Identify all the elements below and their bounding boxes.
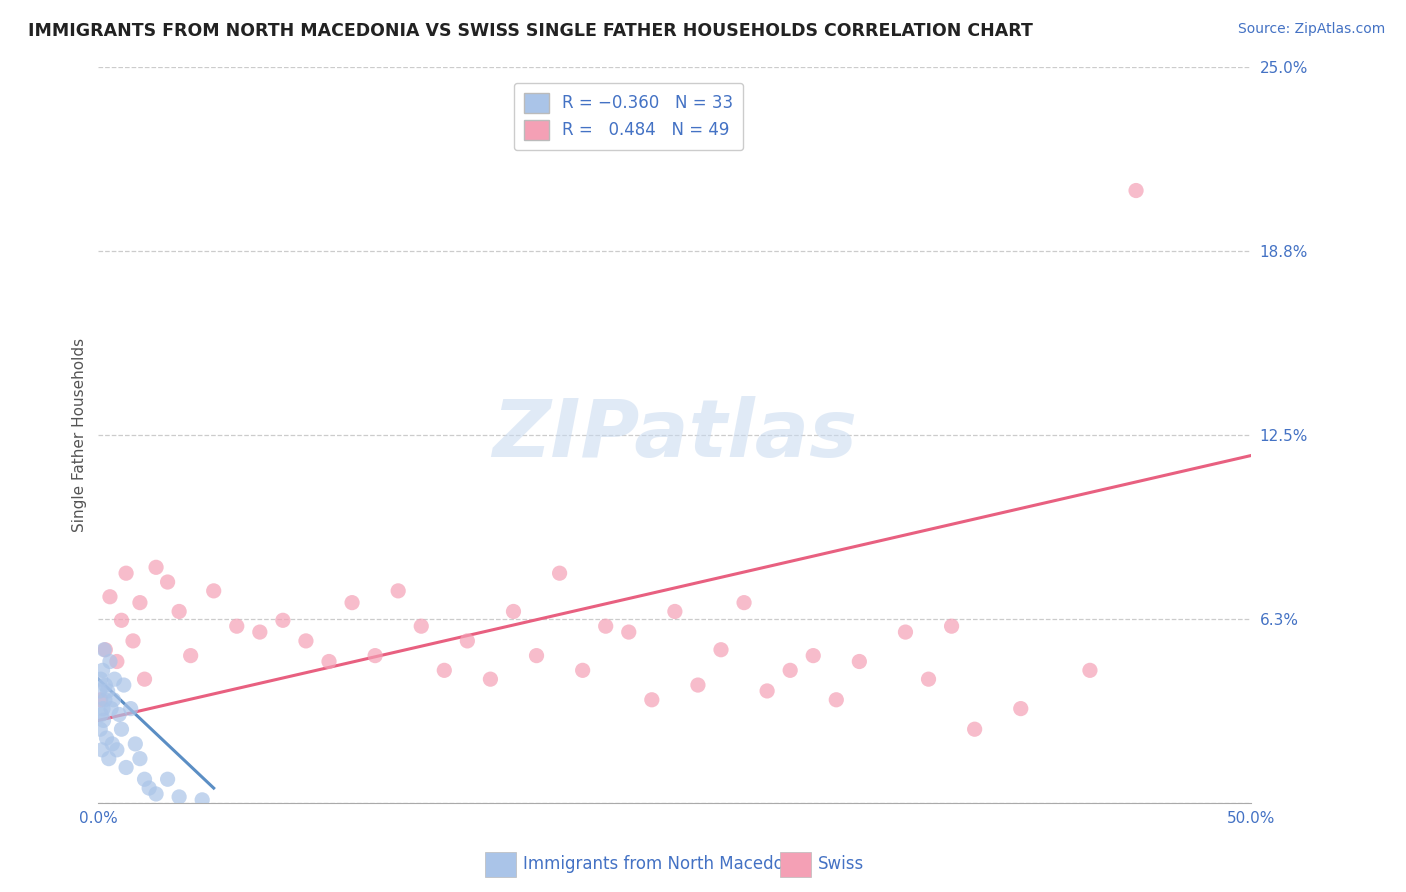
Point [103, 692, 125, 706]
Point [89, 684, 111, 698]
Point [100, 701, 122, 715]
Point [249, 625, 271, 640]
Point [115, 760, 138, 774]
Text: IMMIGRANTS FROM NORTH MACEDONIA VS SWISS SINGLE FATHER HOUSEHOLDS CORRELATION CH: IMMIGRANTS FROM NORTH MACEDONIA VS SWISS… [28, 22, 1033, 40]
Text: ZIPatlas: ZIPatlas [492, 396, 858, 474]
Point [145, 787, 167, 801]
Point [167, 605, 190, 619]
Point [101, 737, 124, 751]
Point [733, 596, 755, 610]
Point [595, 619, 617, 633]
Text: Immigrants from North Macedonia: Immigrants from North Macedonia [523, 855, 808, 873]
Point [571, 664, 593, 678]
Point [93, 642, 115, 657]
Point [138, 781, 160, 796]
Point [91, 701, 114, 715]
Point [1010, 701, 1032, 715]
Point [120, 701, 142, 715]
Point [108, 707, 131, 722]
Point [894, 625, 917, 640]
Point [225, 619, 247, 633]
Point [110, 723, 132, 737]
Point [364, 648, 387, 663]
Point [105, 743, 128, 757]
Point [271, 613, 294, 627]
Point [98, 590, 121, 604]
Point [340, 596, 363, 610]
Point [110, 613, 132, 627]
Point [129, 751, 152, 765]
Point [134, 672, 156, 686]
Point [90, 707, 112, 722]
Point [97, 751, 120, 765]
Point [94, 678, 117, 692]
Point [129, 596, 152, 610]
Point [387, 583, 409, 598]
Point [502, 605, 524, 619]
Y-axis label: Single Father Households: Single Father Households [72, 338, 87, 532]
Text: Swiss: Swiss [818, 855, 865, 873]
Point [93, 714, 115, 728]
Point [122, 633, 145, 648]
Point [526, 648, 548, 663]
Point [91, 664, 114, 678]
Point [105, 655, 128, 669]
Point [94, 642, 117, 657]
Point [686, 678, 709, 692]
Point [89, 723, 111, 737]
Point [617, 625, 640, 640]
Point [156, 574, 179, 589]
Point [90, 743, 112, 757]
Point [98, 655, 121, 669]
Point [112, 678, 135, 692]
Point [180, 648, 202, 663]
Point [94, 692, 117, 706]
Point [156, 772, 179, 787]
Point [456, 633, 478, 648]
Point [295, 633, 318, 648]
Point [548, 566, 571, 581]
Point [433, 664, 456, 678]
Point [90, 672, 112, 686]
Point [479, 672, 502, 686]
Point [318, 655, 340, 669]
Point [411, 619, 433, 633]
Point [90, 692, 112, 706]
Point [134, 772, 156, 787]
Point [664, 605, 686, 619]
Point [202, 583, 225, 598]
Point [191, 793, 214, 807]
Legend: R = −0.360   N = 33, R =   0.484   N = 49: R = −0.360 N = 33, R = 0.484 N = 49 [515, 83, 744, 150]
Text: Source: ZipAtlas.com: Source: ZipAtlas.com [1237, 22, 1385, 37]
Point [97, 684, 120, 698]
Point [756, 684, 779, 698]
Point [917, 672, 939, 686]
Point [145, 560, 167, 574]
Point [941, 619, 963, 633]
Point [710, 642, 733, 657]
Point [103, 672, 125, 686]
Point [801, 648, 824, 663]
Point [115, 566, 138, 581]
Point [848, 655, 870, 669]
Point [124, 737, 146, 751]
Point [779, 664, 801, 678]
Point [167, 789, 190, 804]
Point [96, 731, 118, 745]
Point [1078, 664, 1101, 678]
Point [1125, 184, 1147, 198]
Point [963, 723, 986, 737]
Point [641, 692, 664, 706]
Point [825, 692, 848, 706]
